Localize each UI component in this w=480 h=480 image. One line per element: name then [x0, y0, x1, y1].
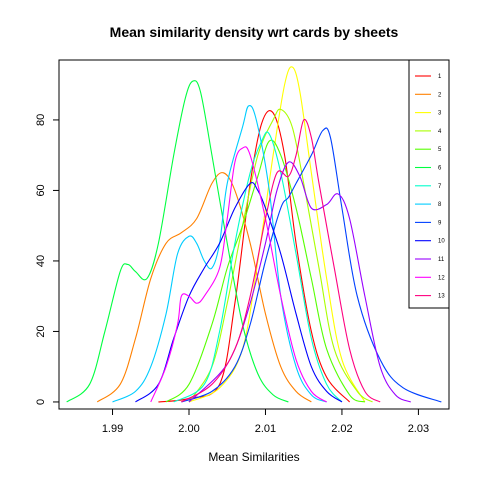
series-line-6 [66, 80, 289, 403]
series-line-9 [181, 127, 442, 403]
series-line-1 [158, 110, 350, 403]
x-tick-label: 1.99 [102, 423, 123, 435]
y-tick-label: 0 [35, 399, 47, 405]
y-tick-label: 40 [35, 255, 47, 267]
y-tick-label: 20 [35, 325, 47, 337]
series-line-10 [135, 182, 343, 403]
y-tick-label: 80 [35, 114, 47, 126]
series-line-4 [188, 108, 373, 403]
legend-label-7: 7 [438, 184, 442, 190]
series-line-13 [181, 118, 381, 403]
x-axis-label: Mean Similarities [208, 450, 299, 464]
x-tick-label: 2.00 [178, 423, 199, 435]
legend-label-13: 13 [438, 294, 445, 300]
legend-label-4: 4 [438, 129, 442, 135]
legend-label-11: 11 [438, 257, 445, 263]
legend-label-3: 3 [438, 111, 442, 117]
legend-label-12: 12 [438, 275, 445, 281]
series-line-11 [188, 161, 411, 403]
x-axis: 1.99 2.00 2.01 2.02 2.03 [102, 408, 429, 435]
x-tick-label: 2.02 [331, 423, 352, 435]
legend-label-2: 2 [438, 92, 442, 98]
legend-label-9: 9 [438, 220, 442, 226]
legend-label-6: 6 [438, 166, 442, 172]
y-tick-label: 60 [35, 184, 47, 196]
legend-label-1: 1 [438, 74, 442, 80]
y-axis: 0 20 40 60 80 [35, 114, 60, 405]
legend-label-8: 8 [438, 202, 442, 208]
legend-label-10: 10 [438, 239, 445, 245]
series-line-2 [96, 172, 312, 403]
series-line-8 [112, 104, 327, 403]
legend-box [408, 59, 450, 309]
x-tick-label: 2.01 [255, 423, 276, 435]
plot-lines [66, 66, 442, 403]
x-tick-label: 2.03 [408, 423, 429, 435]
series-line-12 [150, 146, 327, 403]
chart-title: Mean similarity density wrt cards by she… [110, 24, 399, 40]
series-line-5 [165, 139, 366, 403]
legend-label-5: 5 [438, 147, 442, 153]
series-line-7 [173, 131, 343, 403]
